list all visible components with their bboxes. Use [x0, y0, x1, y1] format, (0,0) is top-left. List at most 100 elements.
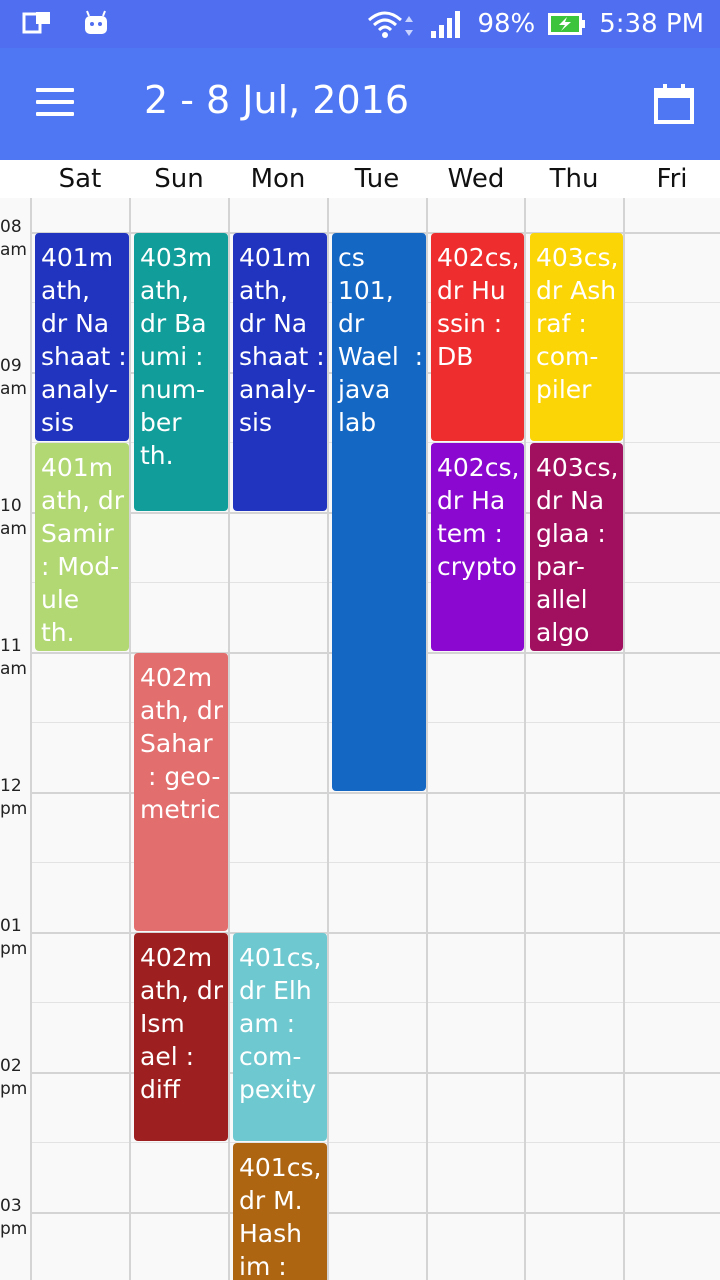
half-hour-line: [31, 862, 720, 863]
hour-line: [31, 1072, 720, 1074]
event-card[interactable]: cs 101, dr Wael : java lab: [332, 233, 426, 791]
event-text-line: dr Elh: [239, 976, 312, 1005]
event-text-line: 402m: [140, 663, 213, 692]
event-text-line: dr M.: [239, 1186, 303, 1215]
event-text-line: raf :: [536, 309, 587, 338]
event-text-line: dr Ash: [536, 276, 617, 305]
clock: 5:38 PM: [599, 9, 704, 39]
event-card[interactable]: 401m ath, dr Samir: Mod-ule th.: [35, 443, 129, 651]
event-text-line: dr: [338, 309, 365, 338]
battery-percent: 98%: [477, 9, 536, 39]
event-text-line: ath, dr: [140, 976, 224, 1005]
menu-icon[interactable]: [36, 86, 76, 118]
event-text-line: ath,: [140, 276, 189, 305]
hour-line: [31, 792, 720, 794]
event-text-line: dr Na: [41, 309, 110, 338]
event-text-line: 402m: [140, 943, 213, 972]
event-text-line: Ism: [140, 1009, 185, 1038]
event-card[interactable]: 402m ath, dr Ism ael : diff: [134, 933, 228, 1141]
event-text-line: ssin :: [437, 309, 503, 338]
event-text-line: diff: [140, 1075, 181, 1104]
hour-line: [31, 1212, 720, 1214]
event-card[interactable]: 402cs, dr Hu ssin : DB: [431, 233, 524, 441]
event-text-line: shaat :: [239, 342, 325, 371]
column-divider: [524, 198, 526, 1280]
event-text-line: 401cs,: [239, 943, 322, 972]
time-label: 12 pm: [0, 776, 28, 819]
event-text-line: DB: [437, 342, 474, 371]
event-text-line: dr Ba: [140, 309, 207, 338]
event-text-line: glaa :: [536, 519, 606, 548]
day-label-mon: Mon: [250, 164, 306, 194]
day-label-sun: Sun: [154, 164, 204, 194]
column-divider: [426, 198, 428, 1280]
time-label: 09 am: [0, 356, 27, 399]
event-text-line: am :: [239, 1009, 296, 1038]
event-card[interactable]: 403cs, dr Na glaa : par-allel algo: [530, 443, 623, 651]
event-text-line: java: [338, 375, 391, 404]
column-divider: [327, 198, 329, 1280]
event-text-line: 403m: [140, 243, 213, 272]
column-divider: [30, 198, 32, 1280]
event-text-line: num-: [140, 375, 206, 404]
event-text-line: 401m: [41, 243, 114, 272]
day-label-fri: Fri: [656, 164, 688, 194]
event-card[interactable]: 402m ath, dr Sahar : geo-metric: [134, 653, 228, 931]
event-text-line: dr Ha: [437, 486, 506, 515]
signal-icon: [431, 11, 461, 38]
column-divider: [228, 198, 230, 1280]
event-text-line: 402cs,: [437, 243, 520, 272]
timetable-grid[interactable]: 08 am 09 am 10 am 11 am 12 pm 01 pm 02 pm 03 pm …: [0, 198, 720, 1280]
event-text-line: shaat :: [41, 342, 127, 371]
event-text-line: tem :: [437, 519, 503, 548]
time-label: 02 pm: [0, 1056, 28, 1099]
event-text-line: lab: [338, 408, 377, 437]
event-text-line: sis: [41, 408, 74, 437]
event-text-line: im :: [239, 1252, 287, 1280]
event-text-line: allel: [536, 585, 588, 614]
calendar-icon[interactable]: [654, 84, 694, 124]
wifi-icon: [368, 11, 414, 38]
time-label: 01 pm: [0, 916, 28, 959]
android-icon: [85, 10, 107, 34]
event-text-line: ath, dr: [41, 486, 125, 515]
event-text-line: th.: [140, 441, 174, 470]
hour-line: [31, 932, 720, 934]
event-card[interactable]: 403m ath, dr Ba umi : num-ber th.: [134, 233, 228, 511]
day-label-tue: Tue: [354, 164, 400, 194]
event-text-line: sis: [239, 408, 272, 437]
day-label-wed: Wed: [447, 164, 505, 194]
event-text-line: com-: [239, 1042, 302, 1071]
event-card[interactable]: 401cs, dr M. Hash im :: [233, 1143, 327, 1280]
event-text-line: Samir: [41, 519, 114, 548]
half-hour-line: [31, 1002, 720, 1003]
event-text-line: 402cs,: [437, 453, 520, 482]
event-text-line: umi :: [140, 342, 204, 371]
event-card[interactable]: 403cs, dr Ash raf : com-piler: [530, 233, 623, 441]
half-hour-line: [31, 1142, 720, 1143]
event-text-line: dr Na: [536, 486, 605, 515]
event-text-line: 401m: [239, 243, 312, 272]
event-text-line: 401cs,: [239, 1153, 322, 1182]
event-card[interactable]: 402cs, dr Ha tem : crypto: [431, 443, 524, 651]
event-text-line: 101,: [338, 276, 394, 305]
event-text-line: ael :: [140, 1042, 195, 1071]
event-card[interactable]: 401m ath, dr Na shaat : analy-sis: [35, 233, 129, 441]
event-text-line: dr Hu: [437, 276, 506, 305]
event-text-line: : Mod-: [41, 552, 120, 581]
event-text-line: ath,: [41, 276, 90, 305]
time-label: 08 am: [0, 217, 27, 260]
event-text-line: metric: [140, 795, 221, 824]
event-text-line: ber: [140, 408, 182, 437]
event-text-line: par-: [536, 552, 585, 581]
event-card[interactable]: 401cs, dr Elh am : com-pexity: [233, 933, 327, 1141]
event-text-line: 403cs,: [536, 453, 619, 482]
event-text-line: analy-: [239, 375, 316, 404]
battery-charging-icon: [548, 13, 586, 35]
event-text-line: piler: [536, 375, 592, 404]
event-card[interactable]: 401m ath, dr Na shaat : analy-sis: [233, 233, 327, 511]
event-text-line: cs: [338, 243, 365, 272]
event-text-line: ath,: [239, 276, 288, 305]
event-text-line: ule: [41, 585, 80, 614]
event-text-line: crypto: [437, 552, 517, 581]
